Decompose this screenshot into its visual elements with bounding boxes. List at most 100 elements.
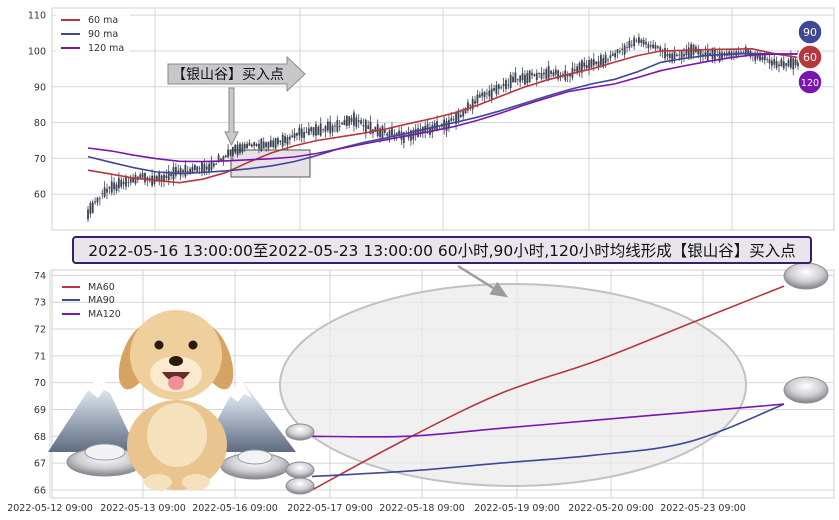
candle-body <box>201 162 203 173</box>
candle-body <box>533 74 536 77</box>
candle-body <box>457 110 460 121</box>
candle-body <box>336 120 339 132</box>
candle-body <box>647 44 650 49</box>
candle-body <box>507 84 510 86</box>
bottom-y-tick-label: 69 <box>34 405 46 416</box>
candle-body <box>740 51 742 53</box>
ingot-marker-end-60 <box>783 262 829 290</box>
candle-body <box>144 172 146 183</box>
candle-body <box>122 182 125 185</box>
dog-chest <box>147 403 207 467</box>
candle-body <box>604 54 607 64</box>
candle-body <box>179 168 182 176</box>
candle-body <box>324 125 327 132</box>
bottom-x-axis: 2022-05-12 09:00 2022-05-13 09:00 2022-05-… <box>7 503 746 514</box>
silver-valley-annotation: 2022-05-16 13:00:00至2022-05-23 13:00:00 … <box>72 236 812 264</box>
candle-body <box>638 37 640 44</box>
legend-label-ma60: MA60 <box>88 282 115 293</box>
bottom-y-axis: 74 73 72 71 70 69 68 67 66 <box>34 271 46 497</box>
candle-body <box>281 134 284 147</box>
bottom-y-tick-label: 73 <box>34 298 46 309</box>
legend-label-90ma: 90 ma <box>88 29 118 40</box>
candle-body <box>626 47 628 48</box>
candle-body <box>426 124 429 131</box>
candle-body <box>174 167 177 176</box>
candle-body <box>621 48 624 50</box>
top-y-tick-label: 70 <box>34 154 46 165</box>
candle-body <box>704 52 707 57</box>
legend-label-60ma: 60 ma <box>88 15 118 26</box>
candle-body <box>431 125 434 133</box>
candle-body <box>486 93 488 95</box>
candle-body <box>91 202 94 213</box>
candle-body <box>94 201 97 203</box>
top-y-tick-label: 100 <box>28 46 46 57</box>
candle-body <box>559 75 562 76</box>
candle-body <box>766 59 769 60</box>
top-line-120ma <box>87 53 799 163</box>
candle-body <box>315 124 317 136</box>
candle-body <box>241 144 244 153</box>
candle-body <box>338 126 341 128</box>
candle-body <box>483 91 486 98</box>
candle-body <box>417 128 419 137</box>
candle-body <box>652 44 655 49</box>
candle-body <box>208 163 211 172</box>
candle-body <box>362 125 365 127</box>
candle-body <box>326 121 329 131</box>
candle-body <box>540 73 543 79</box>
candle-body <box>227 149 230 158</box>
candle-body <box>535 72 538 81</box>
top-y-tick-label: 80 <box>34 118 46 129</box>
candle-body <box>756 55 759 59</box>
candle-body <box>350 118 353 122</box>
candle-body <box>196 166 199 172</box>
candle-body <box>754 53 757 61</box>
candle-body <box>205 166 208 170</box>
candle-body <box>210 161 213 171</box>
candle-body <box>471 98 474 110</box>
bottom-line-ma90 <box>311 403 785 478</box>
candle-body <box>713 48 716 60</box>
candle-body <box>141 173 144 178</box>
candle-body <box>566 75 569 77</box>
candle-body <box>687 47 690 59</box>
candle-body <box>500 87 503 89</box>
candle-body <box>148 178 151 179</box>
candle-body <box>98 198 101 200</box>
candle-body <box>502 84 505 87</box>
candle-body <box>785 63 788 66</box>
candle-body <box>184 164 187 177</box>
candle-body <box>146 177 149 180</box>
golden-retriever-mascot-icon <box>118 310 234 490</box>
candle-body <box>234 144 237 153</box>
candle-body <box>592 59 595 66</box>
top-candlesticks <box>87 33 799 223</box>
candle-body <box>117 178 120 189</box>
candle-body <box>645 41 647 45</box>
candle-body <box>450 118 453 121</box>
candle-body <box>787 59 790 67</box>
candle-body <box>538 72 541 74</box>
candle-body <box>747 49 750 54</box>
candle-body <box>395 132 398 136</box>
candle-body <box>343 119 346 126</box>
candle-body <box>279 140 282 143</box>
candle-body <box>697 48 700 55</box>
badge-120 <box>797 69 823 95</box>
bottom-x-tick-label: 2022-05-18 09:00 <box>379 503 465 514</box>
candle-body <box>246 143 248 149</box>
candle-body <box>702 54 704 56</box>
ingot-left-top <box>84 443 126 461</box>
candle-body <box>96 197 99 203</box>
mountain-left <box>48 372 138 452</box>
bottom-line-ma120 <box>311 403 785 438</box>
candle-body <box>490 88 493 100</box>
candle-body <box>127 182 130 184</box>
candle-body <box>635 40 638 42</box>
candle-body <box>552 72 555 77</box>
candle-body <box>231 147 234 157</box>
candle-body <box>578 63 581 72</box>
candle-body <box>296 133 298 136</box>
candle-body <box>277 138 279 145</box>
